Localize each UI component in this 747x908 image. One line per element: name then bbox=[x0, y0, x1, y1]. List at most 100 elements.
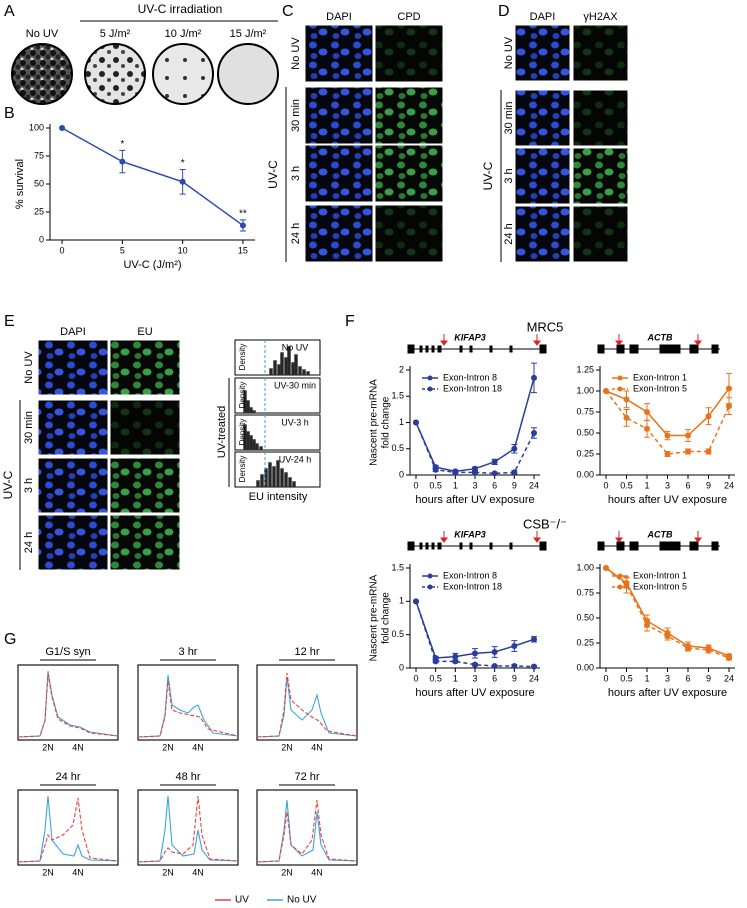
point bbox=[511, 469, 518, 476]
legend-marker bbox=[617, 386, 623, 392]
dish bbox=[152, 43, 214, 105]
cell-line: CSB⁻/⁻ bbox=[523, 516, 567, 531]
x-tick-label: 24 bbox=[724, 673, 734, 683]
point bbox=[705, 647, 712, 653]
x-label: 4N bbox=[192, 867, 204, 877]
row-label: 3 h bbox=[290, 166, 302, 181]
micrograph bbox=[304, 144, 374, 203]
point bbox=[644, 622, 650, 628]
point bbox=[531, 663, 537, 670]
point bbox=[432, 466, 439, 473]
point bbox=[413, 598, 419, 605]
legend-label: Exon-Intron 18 bbox=[443, 581, 502, 591]
row-label: 3 h bbox=[503, 168, 515, 183]
gene-diagram bbox=[407, 344, 720, 551]
point bbox=[432, 658, 439, 665]
x-tick-label: 1 bbox=[453, 673, 458, 683]
point bbox=[511, 663, 518, 669]
y-tick-label: 0 bbox=[399, 662, 404, 672]
gene-label: ACTB bbox=[647, 529, 673, 539]
y-tick-label: 0.5 bbox=[391, 443, 404, 453]
x-axis-label: hours after UV exposure bbox=[415, 687, 534, 699]
point bbox=[511, 445, 518, 452]
micrograph bbox=[572, 147, 629, 205]
y-tick-label: 1.5 bbox=[391, 562, 404, 572]
histogram bbox=[234, 451, 321, 488]
y-tick-label: 100 bbox=[29, 122, 44, 132]
legend-marker bbox=[427, 584, 433, 590]
point bbox=[491, 649, 498, 655]
gene-label: ACTB bbox=[647, 332, 673, 342]
column-label: DAPI bbox=[530, 11, 556, 23]
legend-marker bbox=[617, 375, 623, 381]
flow-plot bbox=[256, 789, 358, 866]
x-tick-label: 0.5 bbox=[429, 673, 442, 683]
panel-label: D bbox=[498, 3, 510, 20]
histogram bbox=[234, 377, 321, 414]
histogram-label: No UV bbox=[282, 342, 309, 352]
x-label: 4N bbox=[311, 867, 323, 877]
point bbox=[179, 178, 186, 185]
legend-label: Exon-Intron 5 bbox=[633, 581, 687, 591]
x-label: 2N bbox=[42, 867, 54, 877]
histogram-label: UV-24 h bbox=[279, 454, 312, 464]
legend-label: Exon-Intron 8 bbox=[443, 372, 497, 382]
x-tick-label: 6 bbox=[685, 480, 690, 490]
x-label: 2N bbox=[162, 867, 174, 877]
x-label: 2N bbox=[281, 742, 293, 752]
histogram bbox=[234, 339, 321, 376]
column-label: DAPI bbox=[60, 326, 86, 338]
point bbox=[623, 396, 630, 403]
row-label: 24 h bbox=[23, 532, 35, 553]
y-tick-label: 75 bbox=[34, 150, 44, 160]
x-tick-label: 10 bbox=[178, 245, 188, 255]
panel-label: F bbox=[345, 313, 355, 330]
y-axis-label: % survival bbox=[14, 159, 26, 209]
x-tick-label: 1 bbox=[644, 673, 649, 683]
annotation: * bbox=[181, 158, 185, 169]
micrograph bbox=[572, 205, 629, 263]
legend-label: Exon-Intron 5 bbox=[633, 383, 687, 393]
axis bbox=[49, 124, 255, 241]
y-tick-label: 25 bbox=[34, 206, 44, 216]
histogram-label: UV-30 min bbox=[274, 380, 316, 390]
x-axis-label: hours after UV exposure bbox=[608, 687, 727, 699]
x-tick-label: 24 bbox=[529, 480, 539, 490]
micrograph bbox=[514, 205, 571, 263]
panel-title: G1/S syn bbox=[45, 646, 90, 658]
y-tick-label: 2 bbox=[399, 364, 404, 374]
x-axis-label: EU intensity bbox=[249, 491, 308, 503]
point bbox=[623, 414, 630, 421]
micrograph bbox=[37, 339, 109, 396]
panel-label: C bbox=[282, 3, 294, 20]
x-axis-label: hours after UV exposure bbox=[415, 494, 534, 506]
density-label: Density bbox=[238, 419, 247, 446]
y-tick-label: 0.75 bbox=[576, 406, 594, 416]
annotation: * bbox=[120, 139, 124, 150]
gene-label: KIFAP3 bbox=[454, 332, 486, 342]
panel-label: B bbox=[4, 105, 15, 122]
micrograph bbox=[37, 399, 109, 456]
legend-label: UV bbox=[235, 895, 249, 906]
row-label: No UV bbox=[503, 36, 515, 69]
x-tick-label: 0.5 bbox=[620, 673, 633, 683]
x-label: 2N bbox=[281, 867, 293, 877]
micrograph bbox=[374, 24, 444, 83]
group-label: UV-C bbox=[1, 470, 15, 499]
x-axis-label: hours after UV exposure bbox=[608, 494, 727, 506]
density-label: Density bbox=[238, 344, 247, 371]
flow-plot bbox=[256, 664, 358, 741]
x-tick-label: 24 bbox=[724, 480, 734, 490]
x-tick-label: 15 bbox=[238, 245, 248, 255]
x-label: 4N bbox=[72, 742, 84, 752]
point bbox=[685, 448, 691, 455]
micrograph bbox=[37, 514, 109, 571]
x-label: 4N bbox=[192, 742, 204, 752]
x-tick-label: 9 bbox=[706, 480, 711, 490]
point bbox=[664, 633, 671, 639]
point bbox=[726, 655, 732, 661]
x-tick-label: 3 bbox=[665, 673, 670, 683]
y-tick-label: 0.25 bbox=[576, 448, 594, 458]
y-tick-label: 1 bbox=[399, 417, 404, 427]
